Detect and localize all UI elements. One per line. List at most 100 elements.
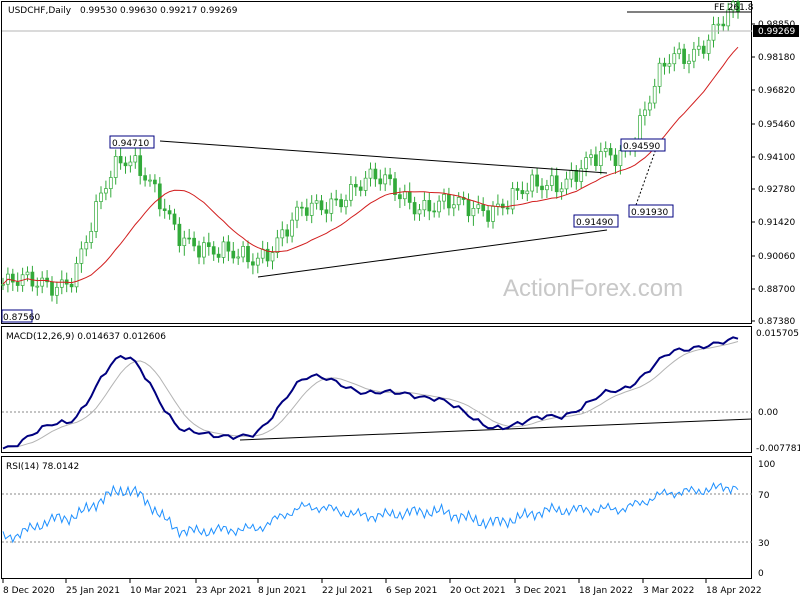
candle-body — [251, 261, 255, 266]
annotation-0: 0.87560 — [1, 309, 40, 323]
candle-body — [79, 248, 84, 264]
candle-body — [505, 207, 510, 210]
candle-body — [559, 188, 564, 193]
price-tick-label: 0.95460 — [758, 120, 795, 130]
candle-body — [363, 177, 368, 191]
candle-body — [275, 237, 280, 253]
candle-body — [304, 207, 309, 216]
candle-body — [535, 174, 539, 187]
candle-body — [221, 241, 226, 258]
candle-body — [241, 246, 245, 258]
candle-body — [451, 204, 456, 209]
candle-body — [202, 242, 206, 258]
price-tick-label: 0.92780 — [758, 185, 795, 195]
candle-body — [246, 246, 250, 263]
candle-body — [99, 192, 103, 202]
candle-body — [549, 175, 554, 186]
annotation-2: 0.94590 — [620, 138, 666, 152]
macd-pane — [1, 326, 752, 453]
candle-body — [368, 168, 373, 179]
candle-body — [540, 185, 544, 191]
ohlc-values: 0.99530 0.99630 0.99217 0.99269 — [80, 6, 238, 16]
candle-body — [172, 213, 177, 225]
rsi-tick-0: 0 — [758, 569, 764, 579]
candle-body — [515, 188, 520, 191]
candle-body — [393, 178, 397, 195]
candle-body — [584, 157, 588, 170]
candle-body — [123, 162, 128, 167]
rsi-tick-100: 100 — [758, 460, 775, 470]
time-tick-label: 8 Dec 2020 — [3, 586, 55, 596]
candle-body — [569, 169, 574, 180]
time-tick-label: 10 Mar 2021 — [130, 586, 187, 596]
price-pane — [1, 1, 752, 324]
macd-trendline — [239, 418, 753, 441]
symbol-label: USDCHF,Daily — [8, 6, 72, 16]
candle-body — [589, 154, 593, 158]
macd-axis: 0.015705 0.00 -0.007781 — [756, 329, 800, 454]
candle-body — [442, 194, 446, 202]
candle-body — [417, 209, 422, 215]
rsi-axis: 100 70 30 0 — [758, 460, 775, 579]
candle-body — [295, 206, 299, 221]
candle-body — [280, 229, 285, 239]
candle-body — [721, 23, 726, 27]
lower-trendline — [257, 229, 608, 278]
candle-body — [706, 39, 711, 54]
candle-body — [329, 198, 334, 214]
candle-body — [192, 237, 196, 247]
time-tick-label: 3 Dec 2021 — [515, 586, 567, 596]
candle-body — [162, 208, 167, 211]
chart-header: USDCHF,Daily 0.99530 0.99630 0.99217 0.9… — [8, 6, 238, 16]
time-tick-label: 3 Mar 2022 — [643, 586, 694, 596]
candle-body — [520, 190, 525, 195]
price-tick-label: 0.91420 — [758, 218, 795, 228]
candle-body — [456, 197, 461, 206]
price-tick-label: 0.87380 — [758, 317, 795, 327]
upper-trendline — [159, 140, 608, 174]
candle-body — [437, 200, 441, 213]
candle-body — [59, 279, 64, 288]
rsi-tick-70: 70 — [758, 491, 770, 501]
candle-body — [447, 194, 451, 209]
candle-body — [402, 191, 407, 200]
candle-body — [30, 271, 35, 287]
candle-body — [486, 210, 490, 222]
time-axis: 8 Dec 2020 25 Jan 2021 10 Mar 2021 23 Apr 2… — [2, 579, 762, 596]
candle-body — [353, 184, 358, 188]
candle-body — [206, 242, 211, 247]
candle-body — [265, 248, 270, 262]
rsi-line — [2, 481, 739, 544]
candle-body — [182, 237, 187, 247]
candle-body — [466, 199, 471, 217]
candle-body — [270, 252, 275, 262]
candle-body — [525, 190, 530, 195]
candle-body — [412, 202, 417, 215]
annotation-1: 0.94710 — [109, 135, 155, 149]
candle-body — [55, 286, 59, 296]
candle-body — [324, 209, 329, 214]
macd-line — [2, 336, 739, 450]
price-candles — [1, 0, 740, 304]
candle-body — [657, 62, 662, 87]
candle-body — [334, 198, 339, 201]
candle-body — [25, 271, 30, 276]
candle-body — [643, 109, 647, 117]
candle-body — [74, 263, 79, 288]
candle-body — [211, 246, 216, 255]
moving-average-line — [2, 46, 739, 285]
svg-text:0.87560: 0.87560 — [3, 313, 40, 323]
candle-body — [662, 62, 667, 67]
candle-body — [113, 155, 118, 178]
candle-body — [530, 174, 535, 192]
time-tick-label: 22 Jul 2021 — [322, 586, 373, 596]
rsi-tick-30: 30 — [758, 539, 770, 549]
rsi-pane — [1, 456, 752, 579]
candle-body — [45, 277, 49, 283]
candle-body — [696, 45, 701, 50]
candle-body — [89, 231, 94, 243]
candle-body — [69, 283, 74, 288]
candle-body — [564, 178, 569, 190]
candle-body — [10, 273, 15, 283]
